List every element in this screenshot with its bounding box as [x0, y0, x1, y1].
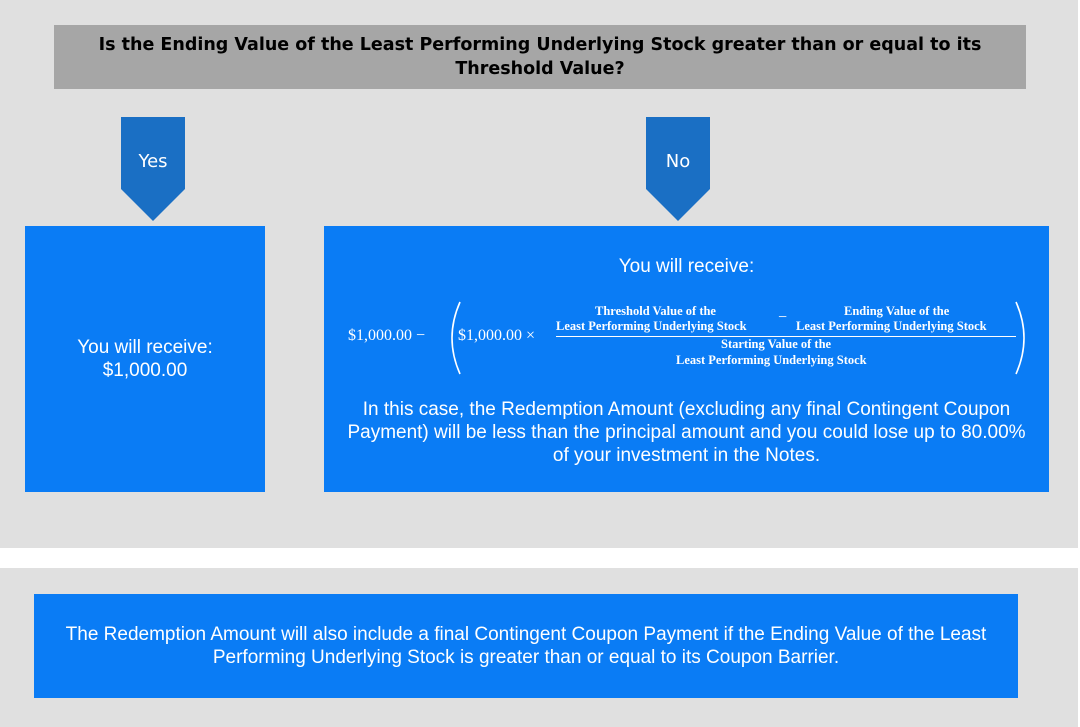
formula-threshold-line2: Least Performing Underlying Stock — [556, 319, 747, 333]
no-outcome-box: You will receive: $1,000.00 − $1,000.00 … — [324, 226, 1049, 492]
question-box: Is the Ending Value of the Least Perform… — [54, 25, 1026, 89]
no-arrow-shape — [646, 117, 710, 221]
yes-arrow: Yes — [121, 117, 185, 221]
formula-principal-times: $1,000.00 × — [458, 327, 536, 344]
formula-inner-minus: − — [778, 309, 788, 326]
loss-note: In this case, the Redemption Amount (exc… — [347, 399, 1026, 466]
yes-outcome-amount: $1,000.00 — [102, 360, 188, 381]
yes-outcome-box: You will receive: $1,000.00 — [25, 226, 265, 492]
yes-label: Yes — [138, 151, 168, 172]
no-label: No — [665, 151, 691, 172]
formula-starting-line1: Starting Value of the — [721, 337, 832, 351]
left-paren — [451, 301, 461, 375]
coupon-note-box: The Redemption Amount will also include … — [34, 594, 1018, 698]
formula-ending-line1: Ending Value of the — [844, 304, 950, 318]
no-outcome-heading: You will receive: — [618, 256, 755, 277]
redemption-formula: $1,000.00 − $1,000.00 × Threshold Value … — [344, 298, 1044, 378]
question-text: Is the Ending Value of the Least Perform… — [98, 35, 982, 79]
yes-outcome-line1: You will receive: — [77, 337, 213, 358]
formula-principal-minus: $1,000.00 − — [348, 327, 426, 344]
formula-ending-line2: Least Performing Underlying Stock — [796, 319, 987, 333]
formula-starting-line2: Least Performing Underlying Stock — [676, 353, 867, 367]
right-paren — [1015, 301, 1025, 375]
coupon-note-text: The Redemption Amount will also include … — [65, 624, 987, 668]
fraction-bar — [556, 336, 1016, 337]
no-arrow: No — [646, 117, 710, 221]
formula-threshold-line1: Threshold Value of the — [595, 304, 716, 318]
yes-arrow-shape — [121, 117, 185, 221]
